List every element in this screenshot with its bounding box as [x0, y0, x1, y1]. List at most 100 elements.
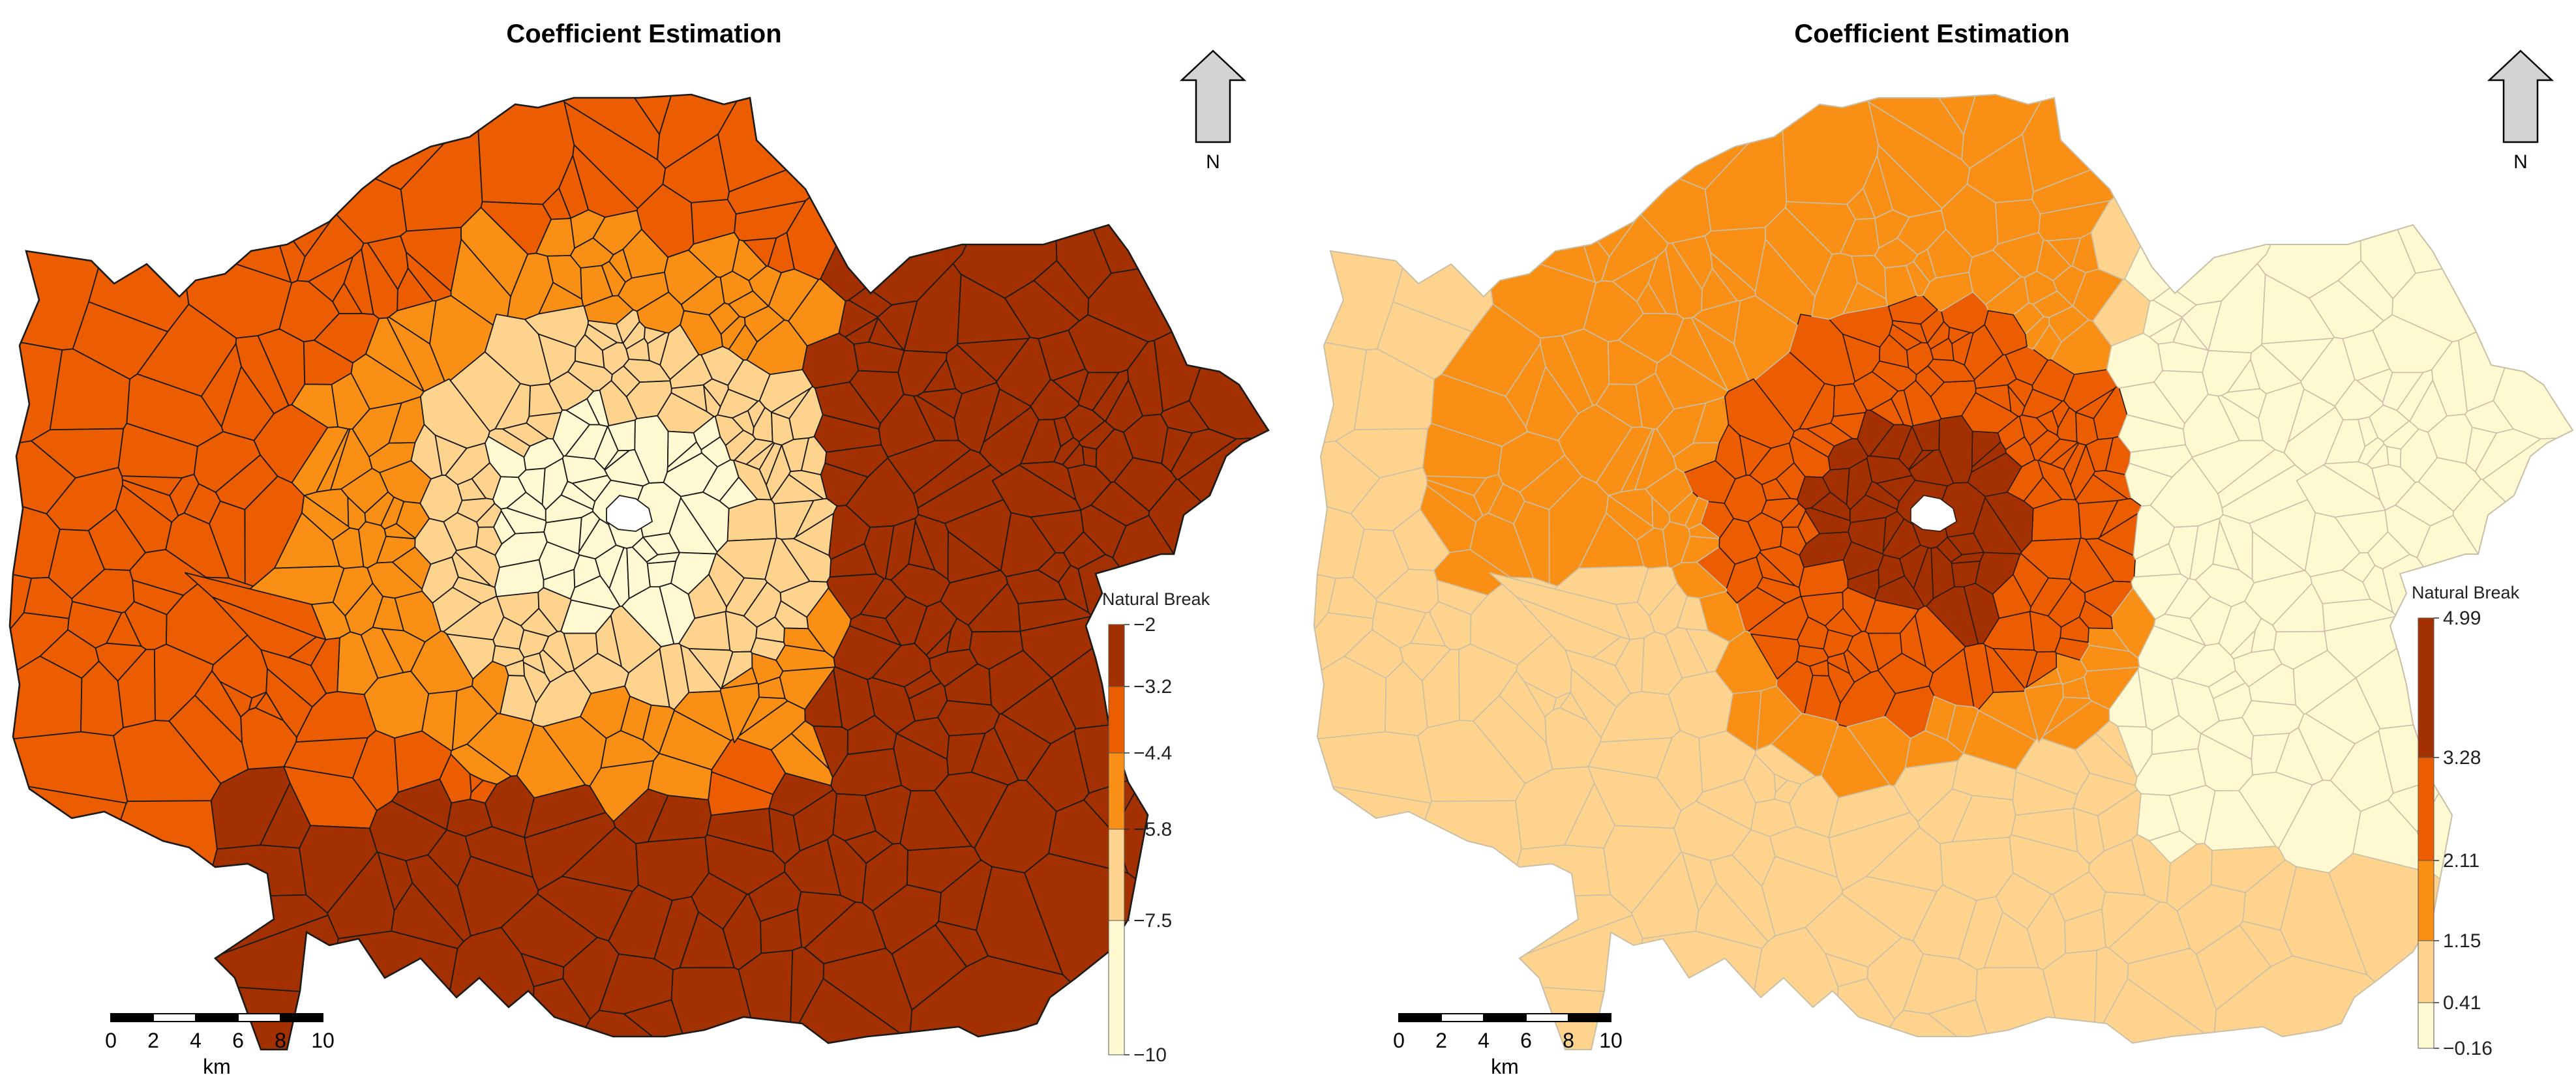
- ward-polygon: [913, 395, 959, 441]
- north-label: N: [1206, 151, 1220, 173]
- ward-polygon: [968, 630, 1024, 670]
- ward-polygon: [1422, 422, 1503, 479]
- ward-polygon: [419, 378, 490, 449]
- ward-polygon: [1726, 556, 1763, 604]
- ward-polygon: [88, 130, 190, 332]
- ward-polygon: [727, 359, 771, 402]
- scale-bar-tick: 8: [1563, 1029, 1574, 1052]
- ward-polygon: [877, 300, 918, 351]
- ward-polygon: [2012, 771, 2078, 816]
- ward-polygon: [1314, 980, 1677, 1050]
- ward-polygon: [2031, 359, 2075, 402]
- ward-polygon: [801, 332, 860, 389]
- ward-polygon: [545, 494, 593, 523]
- ward-polygon: [2106, 332, 2163, 389]
- legend-break-label: 3.28: [2443, 747, 2481, 769]
- legend-break-label: 0.41: [2443, 992, 2481, 1014]
- scale-bar-segment: [195, 1013, 239, 1022]
- ward-polygon: [1930, 337, 1954, 361]
- ward-polygon: [542, 630, 575, 673]
- ward-polygon: [908, 520, 936, 571]
- ward-polygon: [535, 218, 575, 257]
- ward-polygon: [2133, 505, 2175, 561]
- ward-polygon: [2118, 414, 2187, 453]
- ward-polygon: [2032, 290, 2074, 319]
- city-of-london-gap: [606, 495, 653, 532]
- ward-polygon: [381, 628, 426, 673]
- ward-polygon: [792, 789, 837, 852]
- ward-polygon: [636, 183, 695, 258]
- ward-polygon: [1436, 579, 1489, 615]
- ward-polygon: [1314, 95, 1596, 284]
- boundary-outline: [1313, 93, 2574, 1050]
- north-label: N: [2513, 151, 2528, 173]
- ward-polygon: [1688, 523, 1720, 540]
- ward-polygon: [1681, 851, 1718, 912]
- ward-polygon: [2283, 406, 2344, 476]
- ward-polygon: [377, 851, 413, 911]
- ward-polygon: [1843, 649, 1872, 683]
- ward-polygon: [326, 930, 458, 1050]
- map-panel-left: Coefficient Estimation N Natural Break −2 −…: [8, 20, 1270, 1078]
- ward-polygon: [2386, 445, 2402, 468]
- map-furniture: N Natural Break −2 −3.2 −4.4 −5.8 −7.5 −10 0 2 4 6 8…: [105, 50, 1247, 1078]
- ward-polygon: [623, 999, 695, 1050]
- scale-bar-tick: 6: [1520, 1029, 1532, 1052]
- ward-polygon: [1314, 655, 1387, 741]
- ward-polygon: [1799, 531, 1852, 568]
- ward-polygon: [1983, 911, 2039, 969]
- ward-polygon: [2493, 256, 2573, 440]
- ward-polygon: [708, 771, 774, 816]
- ward-polygon: [1092, 369, 1130, 422]
- ward-polygon: [1779, 95, 1880, 205]
- ward-polygon: [725, 430, 756, 462]
- city-of-london-gap: [1910, 495, 1957, 532]
- ward-polygon: [1724, 475, 1767, 523]
- ward-polygon: [2465, 426, 2498, 473]
- legend-swatch: [2418, 617, 2434, 758]
- ward-polygon: [494, 531, 548, 568]
- ward-polygon: [1698, 730, 1756, 793]
- ward-polygon: [2248, 663, 2296, 706]
- ward-polygon: [1340, 800, 1522, 1050]
- ward-polygon: [1951, 560, 1981, 587]
- ward-polygon: [2217, 395, 2264, 441]
- ward-polygon: [2189, 596, 2232, 646]
- ward-polygon: [2069, 537, 2115, 593]
- ward-polygon: [1868, 424, 1913, 460]
- ward-polygon: [1376, 301, 1473, 380]
- ward-polygon: [1898, 544, 1929, 590]
- ward-polygon: [600, 729, 660, 769]
- ward-polygon: [291, 383, 338, 428]
- ward-polygon: [562, 455, 608, 484]
- ward-polygon: [2097, 789, 2142, 852]
- ward-polygon: [211, 597, 317, 658]
- ward-polygon: [1498, 670, 1547, 744]
- ward-polygon: [213, 95, 337, 258]
- ward-polygon: [2416, 514, 2573, 803]
- ward-polygon: [2029, 430, 2061, 462]
- scale-bar-tick: 10: [1599, 1029, 1623, 1052]
- legend-swatch: [1108, 920, 1125, 1055]
- scale-bar-tick: 2: [147, 1029, 159, 1052]
- ward-polygon: [1904, 729, 1964, 769]
- ward-polygon: [474, 95, 575, 205]
- ward-polygon: [1603, 825, 1683, 914]
- ward-polygon: [1081, 445, 1098, 468]
- ward-polygon: [1915, 365, 1945, 398]
- north-arrow-icon: [2487, 50, 2554, 143]
- ward-polygon: [938, 859, 993, 931]
- ward-polygon: [774, 600, 809, 630]
- ward-polygon: [274, 512, 340, 569]
- ward-polygon: [2204, 789, 2277, 851]
- ward-polygon: [1692, 300, 1741, 345]
- ward-polygon: [2342, 329, 2391, 381]
- ward-polygon: [1761, 478, 1791, 501]
- ward-polygon: [146, 915, 339, 994]
- ward-polygon: [2036, 239, 2072, 282]
- ward-polygon: [2022, 95, 2247, 193]
- ward-polygon: [383, 523, 416, 540]
- scale-bar-segment: [110, 1013, 154, 1022]
- ward-polygon: [625, 338, 650, 361]
- ward-polygon: [1033, 259, 1090, 322]
